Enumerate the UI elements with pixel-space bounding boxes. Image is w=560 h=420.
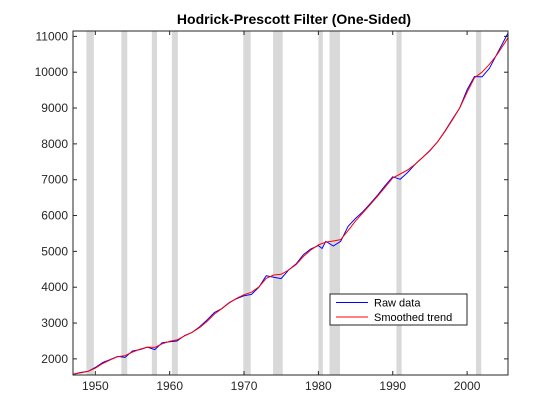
legend-label-smoothed: Smoothed trend: [374, 312, 452, 324]
x-tick-label: 1990: [379, 379, 406, 393]
y-tick-label: 8000: [41, 137, 68, 151]
recession-band: [318, 31, 323, 375]
legend-box: [329, 293, 468, 326]
y-tick-label: 6000: [41, 209, 68, 223]
axes: 1950 1960 1970 1980 1990 2000 2000 3000 4000 5000…: [35, 29, 509, 393]
axes-box: [72, 30, 509, 376]
y-tick-label: 2000: [41, 352, 68, 366]
legend-label-raw: Raw data: [374, 298, 421, 310]
recession-band: [396, 31, 402, 375]
y-tick-label: 3000: [41, 316, 68, 330]
legend: Raw data Smoothed trend: [329, 293, 468, 326]
y-tick-label: 4000: [41, 280, 68, 294]
recession-band: [243, 31, 251, 375]
y-tick-label: 7000: [41, 173, 68, 187]
series-lines: [72, 32, 509, 375]
x-tick-label: 1970: [231, 379, 258, 393]
y-tick-label: 9000: [41, 101, 68, 115]
y-tick-label: 5000: [41, 244, 68, 258]
x-tick-label: 1980: [305, 379, 332, 393]
y-tick-label: 10000: [35, 65, 69, 79]
x-tick-label: 2000: [454, 379, 481, 393]
y-tick-label: 11000: [36, 29, 69, 43]
chart-title: Hodrick-Prescott Filter (One-Sided): [177, 11, 411, 27]
recession-band: [86, 31, 94, 375]
recession-band: [329, 31, 340, 375]
recession-bands: [86, 31, 482, 375]
recession-band: [171, 31, 178, 375]
recession-band: [476, 31, 482, 375]
smoothed-trend-line: [72, 37, 509, 375]
recession-band: [273, 31, 283, 375]
x-tick-label: 1960: [156, 379, 183, 393]
recession-band: [151, 31, 158, 375]
recession-band: [121, 31, 128, 375]
x-tick-label: 1950: [82, 379, 109, 393]
